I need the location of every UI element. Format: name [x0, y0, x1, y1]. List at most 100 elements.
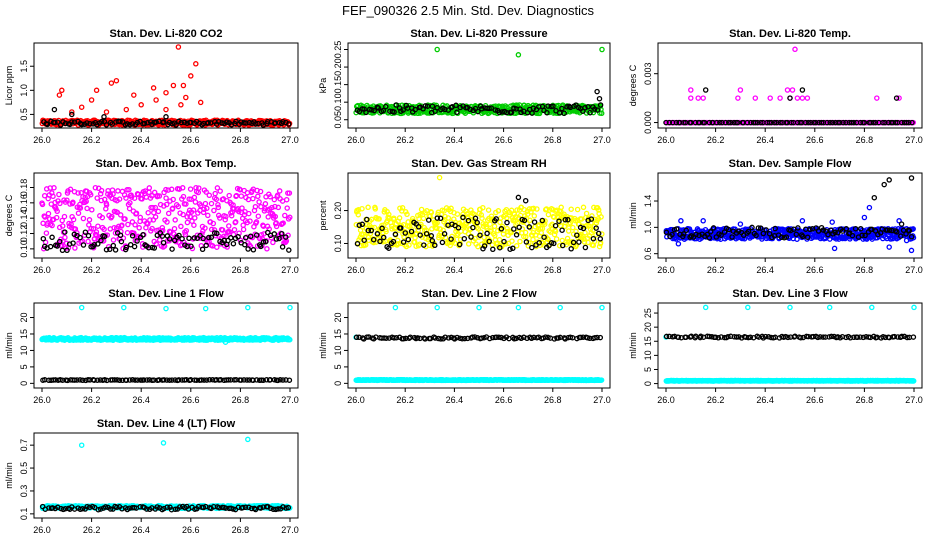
data-point — [758, 119, 764, 126]
data-point — [406, 242, 412, 248]
data-point — [369, 107, 375, 113]
data-point — [767, 95, 773, 101]
data-point — [245, 304, 251, 311]
data-point — [598, 377, 605, 383]
data-point — [39, 201, 46, 208]
data-point — [287, 214, 293, 221]
data-point — [361, 237, 367, 243]
data-point — [784, 87, 791, 93]
data-point — [95, 241, 101, 247]
data-point — [103, 246, 110, 253]
data-point — [183, 227, 190, 234]
data-point — [42, 214, 48, 220]
data-point — [183, 201, 189, 207]
data-point — [129, 377, 136, 383]
data-point — [477, 232, 483, 238]
data-point — [90, 225, 97, 232]
data-point — [582, 244, 589, 251]
data-point — [543, 206, 550, 212]
data-point — [94, 195, 100, 201]
data-point — [911, 304, 917, 311]
data-point — [542, 218, 548, 224]
data-point — [210, 220, 217, 227]
data-point — [370, 236, 377, 243]
data-point — [551, 240, 557, 247]
y-tick-label: 5 — [19, 364, 29, 369]
data-point — [429, 103, 436, 109]
data-point — [44, 220, 51, 227]
chart-title: Stan. Dev. Gas Stream RH — [411, 158, 547, 170]
series-series_a — [39, 184, 293, 252]
data-point — [250, 247, 257, 253]
data-point — [163, 195, 169, 201]
data-point — [63, 240, 70, 247]
data-point — [238, 119, 244, 125]
plot-frame — [657, 42, 923, 129]
series-series_b — [40, 229, 292, 254]
data-point — [225, 377, 232, 383]
plot-frame — [347, 42, 611, 129]
data-point — [594, 107, 601, 113]
data-point — [54, 208, 60, 215]
data-point — [710, 225, 717, 231]
data-point — [768, 119, 775, 126]
data-point — [135, 191, 142, 198]
data-point — [882, 119, 888, 126]
data-point — [145, 209, 151, 216]
data-point — [208, 226, 215, 233]
data-point — [787, 95, 793, 101]
data-point — [744, 119, 751, 126]
data-point — [74, 377, 80, 383]
data-point — [465, 217, 472, 224]
data-point — [893, 95, 900, 101]
data-point — [245, 246, 251, 252]
x-tick-label: 26.0 — [657, 265, 675, 275]
data-point — [718, 232, 724, 238]
data-point — [861, 214, 868, 221]
data-point — [260, 377, 266, 384]
data-point — [180, 193, 187, 200]
data-point — [159, 233, 166, 239]
data-point — [371, 224, 378, 231]
data-point — [408, 226, 414, 232]
data-point — [562, 216, 569, 223]
data-point — [826, 304, 833, 311]
data-point — [452, 240, 458, 246]
data-point — [777, 95, 783, 101]
data-point — [811, 119, 817, 126]
data-point — [832, 229, 838, 236]
data-point — [98, 118, 105, 125]
data-point — [903, 237, 910, 244]
data-point — [227, 229, 233, 235]
data-point — [197, 202, 204, 209]
data-point — [221, 120, 227, 127]
data-point — [544, 109, 550, 116]
data-point — [57, 377, 63, 383]
data-point — [45, 210, 52, 217]
data-point — [488, 227, 494, 233]
data-point — [491, 223, 498, 230]
data-point — [203, 242, 209, 249]
data-point — [171, 225, 178, 232]
data-point — [688, 87, 694, 93]
x-tick-label: 26.0 — [347, 135, 365, 145]
data-point — [589, 213, 595, 219]
data-point — [202, 200, 209, 207]
x-tick-label: 26.4 — [446, 135, 464, 145]
data-point — [707, 229, 714, 235]
data-point — [276, 235, 282, 242]
data-point — [131, 92, 137, 98]
data-point — [192, 215, 198, 221]
data-point — [706, 235, 713, 241]
data-point — [265, 214, 271, 220]
data-point — [400, 107, 406, 113]
data-point — [125, 221, 131, 228]
data-point — [673, 226, 680, 232]
data-point — [51, 106, 58, 113]
data-point — [88, 97, 95, 103]
data-point — [129, 233, 136, 239]
data-point — [714, 119, 720, 126]
data-point — [460, 214, 466, 221]
series-series_b — [40, 376, 293, 384]
